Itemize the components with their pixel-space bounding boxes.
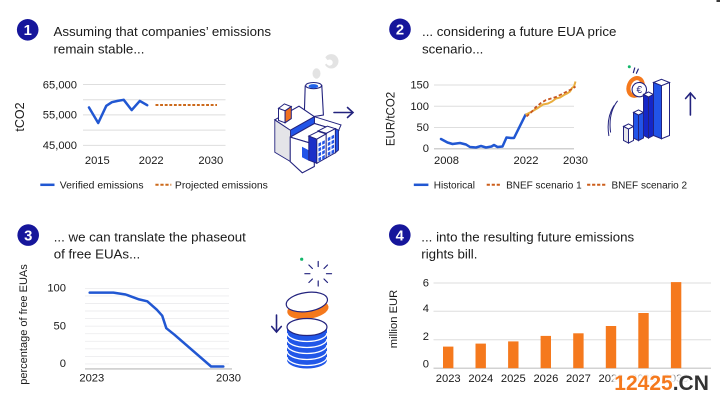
svg-text:scenario...: scenario... [422, 41, 483, 56]
svg-text:2030: 2030 [664, 373, 689, 385]
svg-text:Historical: Historical [434, 181, 475, 192]
svg-text:50: 50 [54, 321, 66, 333]
svg-text:55,000: 55,000 [43, 110, 77, 122]
svg-text:2028: 2028 [599, 373, 624, 385]
svg-text:100: 100 [47, 283, 66, 295]
svg-text:2023: 2023 [79, 373, 104, 385]
svg-text:... we can translate the phase: ... we can translate the phaseout [54, 229, 246, 244]
svg-text:4: 4 [423, 303, 429, 315]
svg-text:65,000: 65,000 [43, 80, 77, 92]
svg-text:... considering a future EUA p: ... considering a future EUA price [422, 24, 616, 39]
svg-text:2023: 2023 [436, 373, 461, 385]
svg-text:2: 2 [423, 331, 429, 343]
svg-text:2008: 2008 [434, 155, 459, 167]
svg-text:12425.CN: 12425.CN [614, 372, 709, 395]
svg-text:4: 4 [396, 228, 405, 244]
svg-text:BNEF scenario 2: BNEF scenario 2 [612, 181, 688, 192]
svg-text:2030: 2030 [216, 373, 241, 385]
svg-text:BNEF scenario 1: BNEF scenario 1 [506, 181, 582, 192]
svg-text:of free EUAs...: of free EUAs... [54, 247, 140, 262]
svg-text:2022: 2022 [139, 155, 164, 167]
svg-text:2015: 2015 [85, 155, 110, 167]
svg-text:12425.CN: 12425.CN [614, 372, 709, 395]
svg-text:Verified emissions: Verified emissions [60, 181, 144, 192]
svg-text:50: 50 [417, 122, 429, 134]
svg-text:... into the resulting future: ... into the resulting future emissions [421, 229, 634, 244]
svg-text:remain stable...: remain stable... [54, 41, 145, 56]
svg-text:€: € [637, 85, 643, 96]
svg-text:EUR/tCO2: EUR/tCO2 [386, 92, 398, 146]
svg-text:2025: 2025 [501, 373, 526, 385]
svg-text:2024: 2024 [468, 373, 493, 385]
svg-text:3: 3 [24, 228, 32, 244]
svg-text:2029: 2029 [631, 373, 656, 385]
svg-text:150: 150 [410, 80, 429, 92]
svg-text:2: 2 [396, 23, 404, 39]
svg-text:rights bill.: rights bill. [421, 247, 477, 262]
svg-text:0: 0 [60, 358, 66, 370]
svg-text:tCO2: tCO2 [13, 102, 27, 131]
svg-text:0: 0 [423, 143, 429, 155]
svg-text:2026: 2026 [533, 373, 558, 385]
svg-text:6: 6 [423, 277, 429, 289]
svg-text:Assuming that companies’ emiss: Assuming that companies’ emissions [54, 24, 272, 39]
svg-text:million EUR: million EUR [388, 290, 400, 348]
svg-text:2030: 2030 [563, 155, 588, 167]
svg-text:0: 0 [423, 358, 429, 370]
svg-text:2030: 2030 [198, 155, 223, 167]
svg-text:45,000: 45,000 [43, 140, 77, 152]
svg-text:1: 1 [24, 23, 32, 39]
svg-text:percentage of free EUAs: percentage of free EUAs [18, 264, 30, 385]
svg-text:2027: 2027 [566, 373, 591, 385]
svg-text:100: 100 [410, 101, 429, 113]
svg-text:Projected emissions: Projected emissions [175, 181, 268, 192]
svg-text:2022: 2022 [514, 155, 539, 167]
